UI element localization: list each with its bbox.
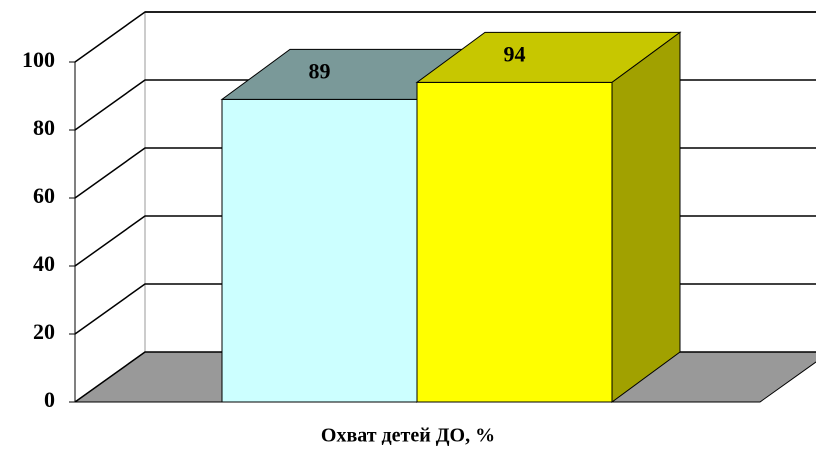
y-tick-label: 20 (33, 319, 55, 344)
y-tick-label: 0 (44, 387, 55, 412)
y-tick-label: 80 (33, 115, 55, 140)
grid-line (74, 11, 816, 63)
y-tick-label: 40 (33, 251, 55, 276)
data-label: 89 (309, 58, 331, 83)
data-label: 94 (504, 41, 526, 66)
y-tick-label: 60 (33, 183, 55, 208)
x-tick-label: Охват детей ДО, % (321, 425, 495, 447)
bar (416, 81, 613, 403)
bar-side (611, 31, 681, 403)
y-tick-label: 100 (22, 47, 55, 72)
bar (221, 98, 418, 403)
